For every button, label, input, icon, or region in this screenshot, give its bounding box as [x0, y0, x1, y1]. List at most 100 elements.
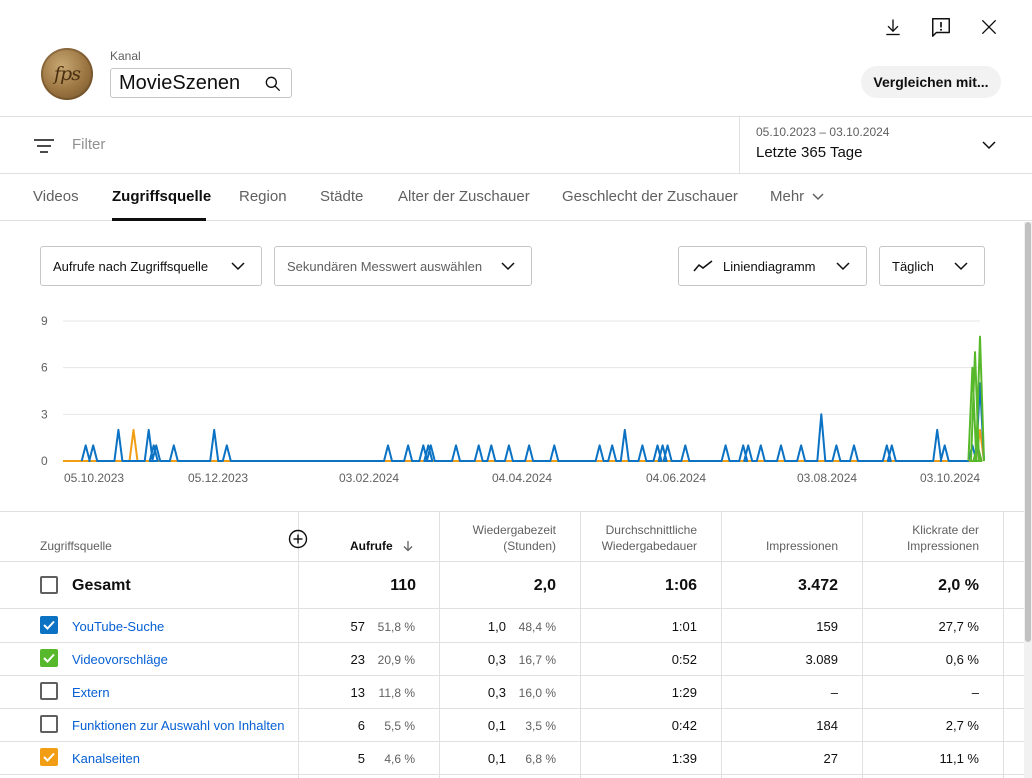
row-checkbox[interactable] [40, 748, 58, 766]
active-tab-indicator [112, 218, 206, 221]
row-divider [0, 708, 1024, 709]
x-tick-label: 05.10.2023 [64, 471, 124, 485]
row-watchtime-pct: 16,0 % [518, 686, 556, 700]
row-avgdur: 1:29 [671, 685, 697, 700]
row-checkbox[interactable] [40, 715, 58, 733]
row-divider [0, 608, 1024, 609]
search-icon[interactable] [263, 74, 283, 94]
row-impressions: 159 [816, 619, 838, 634]
x-tick-label: 04.06.2024 [646, 471, 706, 485]
row-checkbox[interactable] [40, 616, 58, 634]
scrollbar[interactable] [1024, 222, 1032, 778]
interval-dropdown[interactable]: Täglich [879, 246, 985, 286]
tab-zugriffsquelle[interactable]: Zugriffsquelle [112, 188, 212, 205]
x-tick-label: 05.12.2023 [188, 471, 248, 485]
chart-svg: 9 6 3 0 05.10.2023 05.12.2023 03.02.2024 04.04.… [41, 314, 985, 485]
secondary-metric-dropdown[interactable]: Sekundären Messwert auswählen [274, 246, 532, 286]
total-label: Gesamt [72, 577, 131, 594]
row-divider [0, 642, 1024, 643]
row-source-link[interactable]: Funktionen zur Auswahl von Inhalten [72, 718, 285, 733]
download-icon[interactable] [880, 14, 906, 40]
channel-avatar[interactable]: fps [41, 48, 93, 100]
header-aufrufe[interactable]: Aufrufe [350, 538, 413, 554]
channel-name: MovieSzenen [119, 72, 241, 94]
header-aufrufe-label: Aufrufe [350, 539, 393, 553]
column-divider [439, 512, 440, 778]
tab-region[interactable]: Region [239, 188, 287, 205]
tab-staedte[interactable]: Städte [320, 188, 364, 205]
y-tick-label: 6 [41, 361, 48, 375]
row-checkbox[interactable] [40, 682, 58, 700]
row-avgdur: 1:39 [671, 751, 697, 766]
row-watchtime-pct: 48,4 % [518, 620, 556, 634]
row-watchtime: 0,3 [487, 652, 506, 667]
tab-videos[interactable]: Videos [33, 188, 79, 205]
compare-button[interactable]: Vergleichen mit... [861, 66, 1001, 98]
row-ctr: – [971, 685, 979, 700]
chevron-down-icon [982, 141, 996, 150]
header-wiedergabezeit-line1: Wiedergabezeit [472, 523, 556, 537]
tab-mehr-label: Mehr [770, 188, 805, 205]
row-impressions: 3.089 [805, 652, 838, 667]
tab-mehr[interactable]: Mehr [770, 188, 824, 205]
row-watchtime: 1,0 [487, 619, 506, 634]
total-avgdur: 1:06 [664, 577, 697, 594]
channel-selector[interactable]: MovieSzenen [110, 68, 292, 98]
row-ctr: 27,7 % [938, 619, 979, 634]
chart-type-label: Liniendiagramm [723, 258, 816, 274]
header-avgdur-line2: Wiedergabedauer [601, 539, 697, 553]
x-tick-label: 03.08.2024 [797, 471, 857, 485]
row-divider [0, 561, 1024, 562]
row-impressions: 27 [823, 751, 838, 766]
row-impressions: 184 [816, 718, 838, 733]
row-ctr: 11,1 % [939, 751, 979, 766]
row-avgdur: 0:42 [671, 718, 697, 733]
row-source-link[interactable]: Extern [72, 685, 110, 700]
filter-input[interactable]: Filter [72, 136, 106, 153]
line-chart-icon [693, 260, 713, 272]
row-views: 57 [350, 619, 365, 634]
column-divider [580, 512, 581, 778]
filter-icon[interactable] [33, 137, 55, 155]
y-tick-label: 3 [41, 407, 48, 421]
row-watchtime: 0,1 [487, 718, 506, 733]
metric-dropdown[interactable]: Aufrufe nach Zugriffsquelle [40, 246, 262, 286]
header-klickrate[interactable]: Klickrate der Impressionen [870, 522, 979, 554]
row-source-link[interactable]: YouTube-Suche [72, 619, 165, 634]
x-tick-label: 04.04.2024 [492, 471, 552, 485]
header-durchschnittliche-wiedergabedauer[interactable]: Durchschnittliche Wiedergabedauer [587, 522, 697, 554]
row-source-link[interactable]: Kanalseiten [72, 751, 140, 766]
row-avgdur: 0:52 [671, 652, 697, 667]
row-views-pct: 4,6 % [384, 752, 415, 766]
row-ctr: 0,6 % [945, 652, 979, 667]
tab-alter[interactable]: Alter der Zuschauer [398, 188, 530, 205]
header-impressionen[interactable]: Impressionen [765, 539, 838, 553]
row-divider [0, 675, 1024, 676]
date-range-selector[interactable]: 05.10.2023 – 03.10.2024 Letzte 365 Tage [739, 117, 1032, 174]
row-impressions: – [830, 685, 838, 700]
series-line-videovorschl-ge [967, 335, 985, 462]
header-wiedergabezeit-line2: (Stunden) [503, 539, 556, 553]
chart-type-dropdown[interactable]: Liniendiagramm [678, 246, 867, 286]
total-impressions: 3.472 [797, 577, 838, 594]
header-avgdur-line1: Durchschnittliche [605, 523, 697, 537]
feedback-icon[interactable] [928, 14, 954, 40]
chevron-down-icon [836, 262, 850, 271]
row-watchtime-pct: 3,5 % [525, 719, 556, 733]
tab-geschlecht[interactable]: Geschlecht der Zuschauer [562, 188, 738, 205]
scrollbar-thumb[interactable] [1025, 222, 1031, 642]
report-tabs: Videos Zugriffsquelle Region Städte Alte… [0, 174, 1032, 221]
row-views: 23 [350, 652, 365, 667]
channel-label: Kanal [110, 49, 141, 63]
row-source-link[interactable]: Videovorschläge [72, 652, 168, 667]
date-range-label: Letzte 365 Tage [756, 144, 863, 161]
close-icon[interactable] [976, 14, 1002, 40]
total-checkbox[interactable] [40, 576, 58, 594]
chevron-down-icon [231, 262, 245, 271]
row-checkbox[interactable] [40, 649, 58, 667]
checkmark-icon [43, 620, 55, 630]
line-chart[interactable]: 9 6 3 0 05.10.2023 05.12.2023 03.02.2024 04.04.… [0, 300, 1032, 500]
add-column-icon[interactable] [288, 529, 308, 549]
row-watchtime-pct: 16,7 % [518, 653, 556, 667]
header-wiedergabezeit[interactable]: Wiedergabezeit (Stunden) [450, 522, 556, 554]
